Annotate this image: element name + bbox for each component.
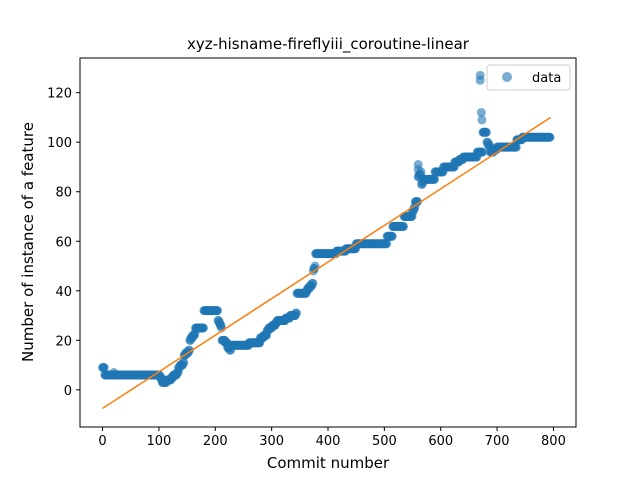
data-point xyxy=(179,358,189,368)
y-axis-label: Number of instance of a feature xyxy=(19,122,37,362)
x-tick-label: 300 xyxy=(259,434,284,449)
y-tick-label: 40 xyxy=(55,285,72,300)
y-tick-label: 20 xyxy=(55,334,72,349)
data-point xyxy=(198,323,208,333)
legend-marker-data xyxy=(502,72,512,82)
data-point xyxy=(399,221,409,231)
data-point xyxy=(387,231,397,241)
y-tick-label: 100 xyxy=(47,136,72,151)
x-tick-label: 0 xyxy=(98,434,106,449)
data-point xyxy=(430,174,440,184)
y-tick-label: 80 xyxy=(55,186,72,201)
x-tick-label: 700 xyxy=(485,434,510,449)
data-point xyxy=(308,278,318,288)
legend: data xyxy=(486,64,571,91)
data-point xyxy=(109,368,119,378)
legend-box xyxy=(486,64,571,91)
data-point xyxy=(477,115,487,125)
fit-line xyxy=(102,116,552,410)
plot-area xyxy=(98,70,555,410)
data-point xyxy=(213,306,223,316)
data-point xyxy=(477,147,487,157)
legend-label-data: data xyxy=(532,71,561,86)
y-tick-label: 120 xyxy=(47,87,72,102)
data-point xyxy=(382,239,392,249)
data-point xyxy=(476,107,486,117)
x-tick-label: 200 xyxy=(203,434,228,449)
x-tick-label: 600 xyxy=(428,434,453,449)
data-point xyxy=(99,363,109,373)
x-tick-label: 500 xyxy=(372,434,397,449)
data-point xyxy=(413,197,423,207)
chart-title: xyz-hisname-fireflyiii_coroutine-linear xyxy=(187,35,470,54)
y-axis: 0 20 40 60 80 100 120 xyxy=(47,87,80,399)
data-point xyxy=(511,142,521,152)
x-tick-label: 800 xyxy=(541,434,566,449)
x-axis-label: Commit number xyxy=(267,454,390,472)
data-point xyxy=(545,132,555,142)
y-tick-label: 0 xyxy=(64,384,72,399)
y-tick-label: 60 xyxy=(55,235,72,250)
data-point xyxy=(475,75,485,85)
x-tick-label: 400 xyxy=(316,434,341,449)
data-point xyxy=(291,308,301,318)
x-tick-label: 100 xyxy=(146,434,171,449)
data-point xyxy=(413,164,423,174)
x-axis: 0 100 200 300 400 500 600 700 800 xyxy=(98,427,566,449)
data-point xyxy=(481,127,491,137)
data-point xyxy=(184,345,194,355)
